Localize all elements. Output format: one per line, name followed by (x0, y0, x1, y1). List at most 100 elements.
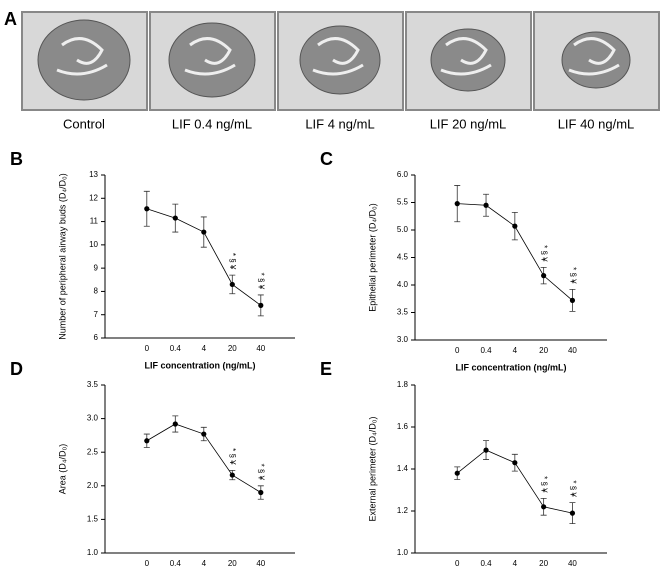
y-tick-label: 4.5 (397, 253, 409, 262)
y-axis-label: External perimeter (D₄/D₀) (367, 417, 377, 522)
y-tick-label: 1.4 (397, 464, 409, 473)
specimen-detail (440, 37, 492, 76)
data-point (201, 229, 207, 235)
specimen (430, 28, 506, 92)
specimen-detail (56, 37, 108, 76)
x-tick-label: 20 (228, 344, 237, 353)
image-caption: LIF 20 ng/mL (430, 116, 507, 131)
specimen-detail (312, 37, 364, 76)
specimen-image (405, 11, 532, 111)
y-tick-label: 6.0 (397, 170, 409, 179)
y-tick-label: 4.0 (397, 280, 409, 289)
y-tick-label: 1.0 (397, 548, 409, 557)
y-tick-label: 1.2 (397, 506, 409, 515)
data-point (144, 206, 150, 212)
y-tick-label: 12 (89, 193, 98, 202)
significance-annotation: * § ¥ (228, 448, 237, 465)
x-tick-label: 40 (568, 346, 577, 355)
y-tick-label: 2.0 (87, 481, 99, 490)
y-tick-label: 3.0 (397, 335, 409, 344)
specimen-image (533, 11, 660, 111)
x-axis-label: LIF concentration (ng/mL) (456, 362, 567, 372)
x-tick-label: 0 (145, 344, 150, 353)
y-tick-label: 8 (94, 287, 99, 296)
y-tick-label: 13 (89, 170, 98, 179)
x-tick-label: 40 (256, 559, 265, 568)
x-tick-label: 0.4 (480, 559, 492, 568)
y-axis-label: Number of peripheral airway buds (D₄/D₀) (57, 173, 67, 339)
significance-annotation: * § ¥ (257, 273, 266, 290)
x-tick-label: 0.4 (170, 559, 182, 568)
panel-label: E (320, 359, 332, 379)
data-point (454, 201, 460, 207)
data-point (541, 273, 547, 279)
x-tick-label: 4 (513, 346, 518, 355)
data-point (569, 297, 576, 303)
y-tick-label: 10 (89, 240, 98, 249)
x-tick-label: 0.4 (170, 344, 182, 353)
significance-annotation: * § ¥ (228, 253, 237, 270)
specimen-detail (568, 37, 620, 76)
y-tick-label: 11 (90, 217, 99, 226)
y-tick-label: 1.8 (397, 380, 409, 389)
y-tick-label: 1.5 (87, 515, 99, 524)
y-tick-label: 2.5 (87, 447, 99, 456)
specimen-image (21, 11, 148, 111)
data-point (512, 223, 518, 229)
significance-annotation: * § ¥ (540, 245, 549, 262)
data-point (569, 510, 576, 516)
data-point (258, 489, 264, 496)
specimen-image (277, 11, 404, 111)
x-tick-label: 20 (539, 346, 548, 355)
data-point (483, 202, 489, 208)
x-axis-label: LIF concentration (ng/mL) (145, 360, 256, 370)
data-point (144, 438, 150, 444)
panel-label: C (320, 149, 333, 169)
x-tick-label: 0 (145, 559, 150, 568)
y-tick-label: 1.0 (87, 548, 99, 557)
y-tick-label: 3.0 (87, 414, 99, 423)
y-tick-label: 6 (94, 333, 99, 342)
image-caption: LIF 4 ng/mL (305, 116, 374, 131)
data-point (541, 504, 547, 510)
y-tick-label: 7 (94, 310, 99, 319)
data-point (201, 431, 207, 437)
y-axis-label: Epithelial perimeter (D₄/D₀) (367, 203, 377, 311)
image-caption: LIF 0.4 ng/mL (172, 116, 252, 131)
significance-annotation: * § ¥ (568, 267, 577, 284)
x-tick-label: 20 (539, 559, 548, 568)
panel-label: D (10, 359, 23, 379)
x-tick-label: 0 (455, 346, 460, 355)
panel-label: A (4, 9, 17, 29)
x-tick-label: 4 (202, 344, 207, 353)
x-tick-label: 0.4 (480, 346, 492, 355)
data-point (512, 460, 518, 466)
y-tick-label: 1.6 (397, 422, 409, 431)
specimen (168, 22, 256, 98)
specimen (299, 25, 381, 95)
image-caption: LIF 40 ng/mL (558, 116, 635, 131)
data-point (483, 447, 489, 453)
y-axis-label: Area (D₄/D₀) (57, 444, 67, 494)
data-point (172, 215, 178, 221)
data-point (172, 421, 178, 427)
image-caption: Control (63, 116, 105, 131)
x-tick-label: 40 (568, 559, 577, 568)
y-tick-label: 9 (94, 263, 99, 272)
y-tick-label: 5.0 (397, 225, 409, 234)
data-point (258, 302, 264, 308)
specimen-image (149, 11, 276, 111)
significance-annotation: * § ¥ (568, 480, 577, 497)
y-tick-label: 3.5 (397, 308, 409, 317)
x-tick-label: 40 (256, 344, 265, 353)
data-point (454, 470, 460, 476)
panel-label: B (10, 149, 23, 169)
specimen-detail (184, 37, 236, 76)
significance-annotation: * § ¥ (540, 476, 549, 493)
data-point (229, 472, 235, 478)
x-tick-label: 20 (228, 559, 237, 568)
x-tick-label: 4 (202, 559, 207, 568)
y-tick-label: 3.5 (87, 380, 99, 389)
data-point (229, 281, 235, 288)
